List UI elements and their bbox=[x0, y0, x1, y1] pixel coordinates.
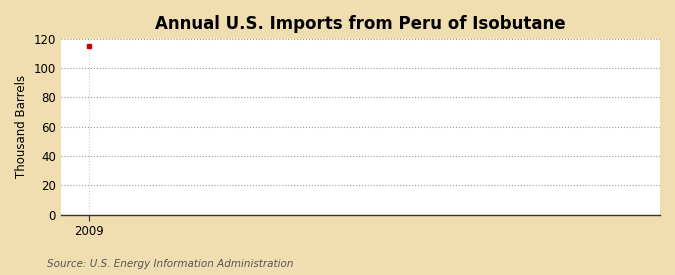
Title: Annual U.S. Imports from Peru of Isobutane: Annual U.S. Imports from Peru of Isobuta… bbox=[155, 15, 566, 33]
Text: Source: U.S. Energy Information Administration: Source: U.S. Energy Information Administ… bbox=[47, 259, 294, 269]
Y-axis label: Thousand Barrels: Thousand Barrels bbox=[15, 75, 28, 178]
